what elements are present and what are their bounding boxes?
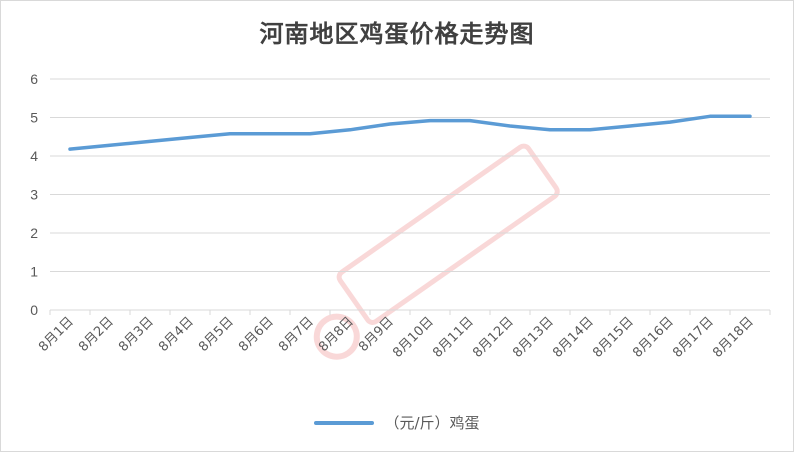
x-tick-label: 8月18日 xyxy=(710,314,757,361)
x-tick-label: 8月7日 xyxy=(276,314,317,355)
data-point xyxy=(588,128,592,132)
x-tick-label: 8月15日 xyxy=(590,314,637,361)
x-tick-label: 8月14日 xyxy=(550,314,597,361)
x-tick-label: 8月13日 xyxy=(510,314,557,361)
data-point xyxy=(428,119,432,123)
data-point xyxy=(748,114,752,118)
chart-title: 河南地区鸡蛋价格走势图 xyxy=(259,20,535,48)
y-tick-label: 1 xyxy=(30,264,38,280)
data-point xyxy=(308,132,312,136)
y-tick-label: 0 xyxy=(30,302,38,318)
legend-label: （元/斤）鸡蛋 xyxy=(384,414,480,432)
data-point xyxy=(668,120,672,124)
data-point xyxy=(228,132,232,136)
y-tick-label: 6 xyxy=(30,71,38,87)
legend: （元/斤）鸡蛋 xyxy=(0,412,794,433)
x-tick-label: 8月11日 xyxy=(430,314,477,361)
data-point xyxy=(508,124,512,128)
x-tick-label: 8月3日 xyxy=(116,314,157,355)
data-point xyxy=(388,122,392,126)
x-tick-label: 8月8日 xyxy=(316,314,357,355)
data-point xyxy=(628,124,632,128)
data-point xyxy=(148,139,152,143)
data-point xyxy=(708,114,712,118)
data-point xyxy=(348,128,352,132)
y-tick-label: 3 xyxy=(30,187,38,203)
data-point xyxy=(468,119,472,123)
x-tick-label: 8月16日 xyxy=(630,314,677,361)
x-tick-label: 8月12日 xyxy=(470,314,517,361)
y-tick-label: 5 xyxy=(30,110,38,126)
y-tick-label: 4 xyxy=(30,148,38,164)
y-tick-label: 2 xyxy=(30,225,38,241)
x-tick-label: 8月4日 xyxy=(156,314,197,355)
x-tick-label: 8月10日 xyxy=(390,314,437,361)
x-tick-label: 8月2日 xyxy=(76,314,117,355)
data-point xyxy=(268,132,272,136)
x-tick-label: 8月17日 xyxy=(670,314,717,361)
legend-swatch xyxy=(314,420,375,425)
data-point xyxy=(188,136,192,140)
series-line xyxy=(68,114,752,151)
x-tick-label: 8月5日 xyxy=(196,314,237,355)
data-point xyxy=(108,143,112,147)
data-point xyxy=(548,128,552,132)
data-point xyxy=(68,147,72,151)
x-tick-label: 8月6日 xyxy=(236,314,277,355)
x-tick-label: 8月1日 xyxy=(36,314,77,355)
